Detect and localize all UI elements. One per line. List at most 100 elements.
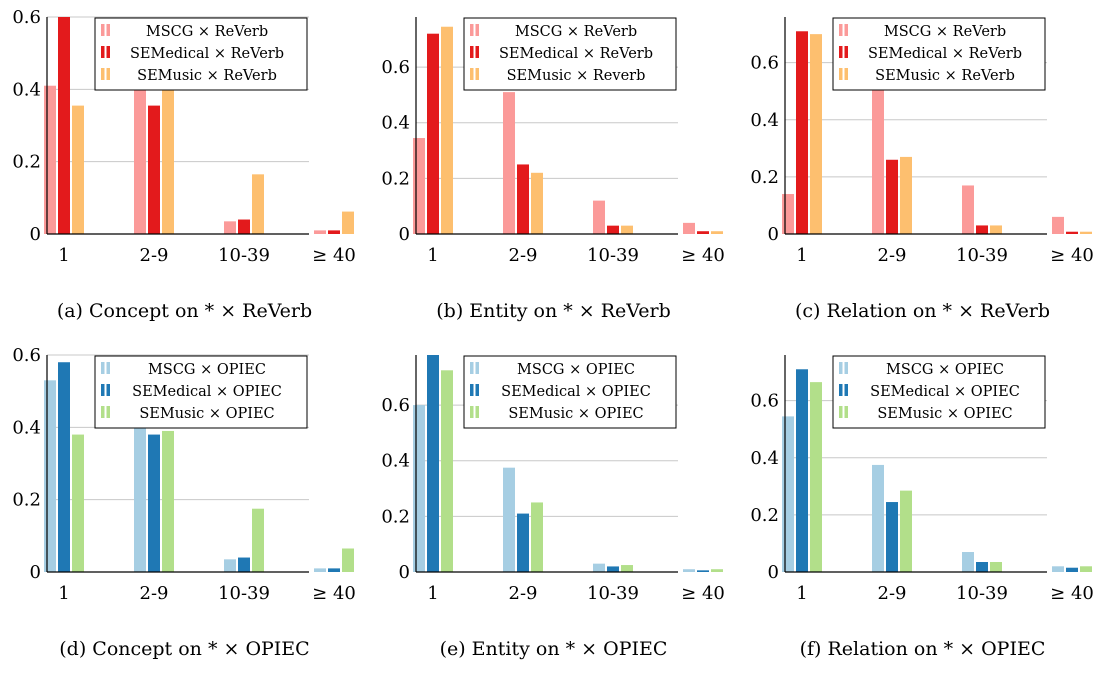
bar — [621, 225, 633, 234]
legend-swatch — [101, 384, 105, 396]
legend-swatch — [101, 406, 105, 418]
legend-swatch — [101, 68, 105, 80]
x-tick-label: 2-9 — [878, 245, 907, 266]
legend-box — [94, 355, 308, 429]
bar — [44, 85, 56, 234]
bar — [711, 569, 723, 572]
bar — [427, 33, 439, 234]
legend-swatch — [106, 384, 110, 396]
legend-swatch — [475, 362, 479, 374]
bar — [1052, 216, 1064, 234]
x-tick-label: 10-39 — [587, 245, 639, 266]
y-tick-label: 0.2 — [381, 506, 410, 527]
panel-caption: (b) Entity on * × ReVerb — [436, 300, 671, 322]
legend-label: SEMedical × ReVerb — [130, 46, 284, 62]
y-tick-label: 0.2 — [750, 505, 779, 526]
bar — [976, 562, 988, 572]
bar — [900, 490, 912, 572]
legend-box — [463, 355, 677, 429]
y-tick-label: 0.2 — [12, 490, 41, 511]
bar — [607, 566, 619, 572]
bar — [683, 569, 695, 572]
legend-label: SEMedical × OPIEC — [870, 384, 1020, 400]
legend-label: MSCG × OPIEC — [886, 362, 1004, 378]
y-tick-label: 0.4 — [750, 448, 779, 469]
bar — [413, 138, 425, 234]
legend-label: SEMusic × OPIEC — [508, 406, 643, 422]
bar — [58, 17, 70, 234]
bar — [503, 467, 515, 572]
bar — [962, 552, 974, 572]
legend-label: MSCG × OPIEC — [517, 362, 635, 378]
bar — [886, 502, 898, 572]
x-tick-label: ≥ 40 — [1050, 245, 1094, 266]
y-tick-label: 0 — [768, 562, 779, 583]
bar — [328, 568, 340, 572]
bar — [697, 231, 709, 234]
y-tick-label: 0.6 — [750, 53, 779, 74]
bar — [503, 92, 515, 234]
y-tick-label: 0.4 — [12, 79, 41, 100]
y-tick-label: 0.6 — [381, 395, 410, 416]
legend-label: SEMedical × OPIEC — [501, 384, 651, 400]
legend-swatch — [839, 46, 843, 58]
x-tick-label: 1 — [796, 245, 807, 266]
legend-swatch — [106, 24, 110, 36]
y-tick-label: 0.6 — [750, 391, 779, 412]
bar — [796, 369, 808, 572]
legend-swatch — [470, 384, 474, 396]
bar — [162, 80, 174, 235]
bar — [252, 508, 264, 572]
y-tick-label: 0.2 — [381, 168, 410, 189]
y-tick-label: 0 — [399, 224, 410, 245]
y-tick-label: 0 — [399, 562, 410, 583]
bar — [252, 174, 264, 234]
x-tick-label: 1 — [796, 583, 807, 604]
bar — [1066, 567, 1078, 572]
panel-caption: (c) Relation on * × ReVerb — [794, 300, 1051, 322]
x-tick-label: 1 — [427, 245, 438, 266]
bar — [711, 231, 723, 234]
x-tick-label: 10-39 — [218, 583, 270, 604]
legend-swatch — [839, 384, 843, 396]
panel-concept-reverb: 0 0.2 0.4 0.6 1 2-9 10-39 ≥ 40 MSCG × ReVerb SEMe… — [0, 0, 369, 336]
y-tick-label: 0.4 — [12, 417, 41, 438]
bar — [314, 568, 326, 572]
bar — [148, 105, 160, 234]
legend-label: SEMedical × ReVerb — [499, 46, 653, 62]
legend-swatch — [470, 406, 474, 418]
legend-swatch — [844, 384, 848, 396]
bar — [342, 548, 354, 572]
bar — [782, 194, 794, 234]
legend-swatch — [844, 362, 848, 374]
bar — [976, 225, 988, 234]
bar — [531, 172, 543, 234]
x-tick-label: 10-39 — [956, 245, 1008, 266]
bar — [990, 562, 1002, 572]
legend-box — [463, 17, 677, 91]
legend-swatch — [839, 406, 843, 418]
x-tick-label: ≥ 40 — [1050, 583, 1094, 604]
x-tick-label: 10-39 — [218, 245, 270, 266]
bar — [224, 559, 236, 572]
legend-swatch — [101, 24, 105, 36]
legend-swatch — [470, 362, 474, 374]
y-tick-label: 0.2 — [12, 152, 41, 173]
legend-swatch — [475, 46, 479, 58]
bar — [517, 513, 529, 572]
bar — [238, 219, 250, 234]
legend-label: MSCG × OPIEC — [148, 362, 266, 378]
y-tick-label: 0 — [768, 224, 779, 245]
bar — [810, 34, 822, 235]
x-tick-label: ≥ 40 — [312, 583, 356, 604]
panel-concept-opiec: 0 0.2 0.4 0.6 1 2-9 10-39 ≥ 40 MSCG × OPIEC SEMed… — [0, 338, 369, 674]
bar — [328, 230, 340, 234]
legend-swatch — [839, 24, 843, 36]
x-tick-label: ≥ 40 — [681, 245, 725, 266]
legend-label: MSCG × ReVerb — [146, 24, 268, 40]
bar — [238, 557, 250, 572]
legend-swatch — [839, 362, 843, 374]
bar — [58, 362, 70, 572]
bar — [683, 222, 695, 234]
panel-caption: (a) Concept on * × ReVerb — [56, 300, 313, 322]
